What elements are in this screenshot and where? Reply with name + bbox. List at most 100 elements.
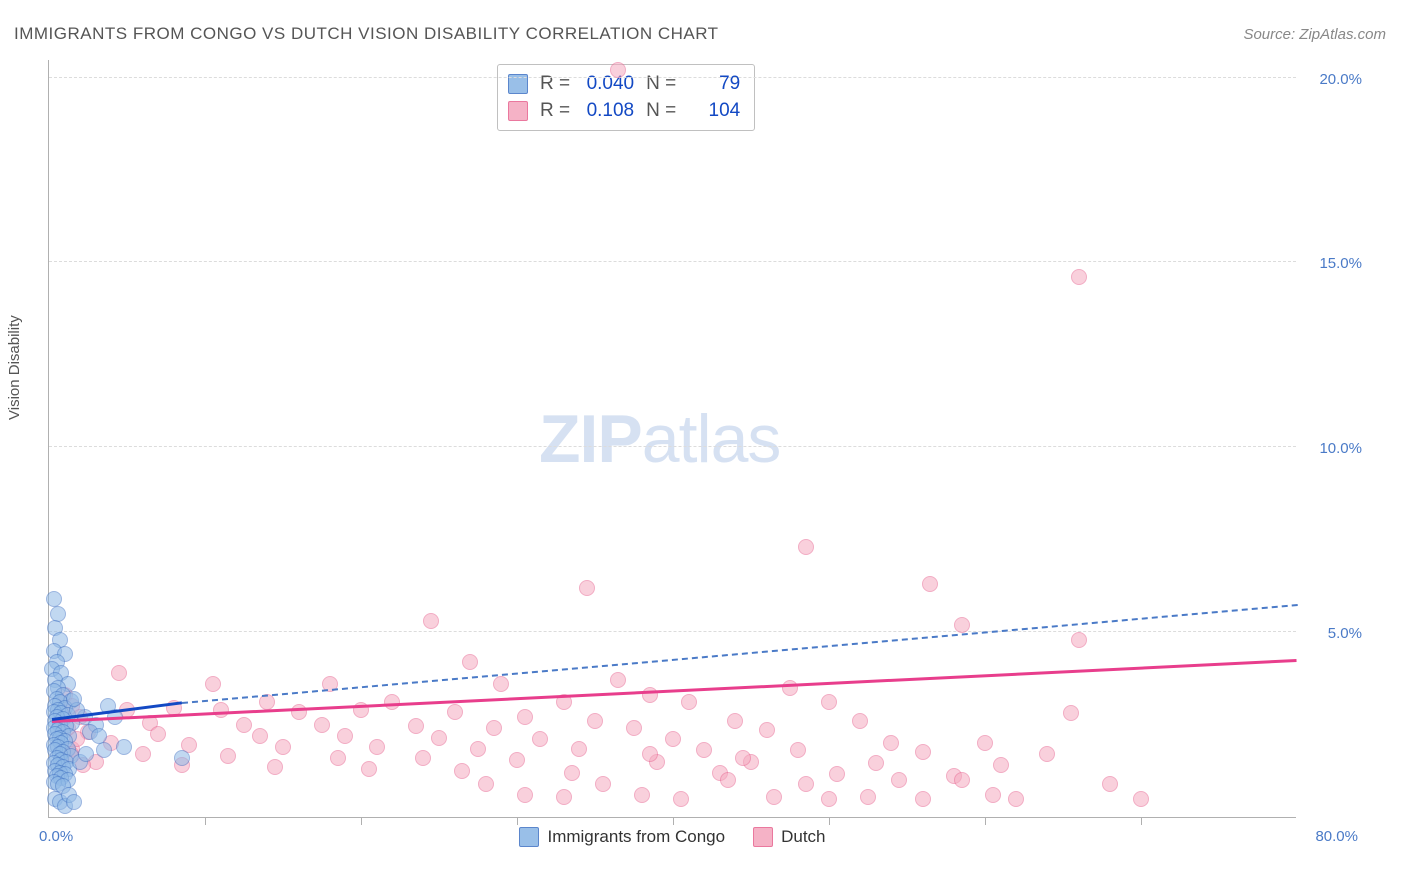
watermark: ZIPatlas	[539, 400, 780, 478]
dutch-point	[252, 728, 268, 744]
dutch-point	[681, 694, 697, 710]
dutch-point	[626, 720, 642, 736]
dutch-point	[408, 718, 424, 734]
legend-item: Dutch	[753, 827, 825, 847]
dutch-point	[883, 735, 899, 751]
dutch-point	[314, 717, 330, 733]
dutch-point	[829, 766, 845, 782]
dutch-point	[860, 789, 876, 805]
dutch-point	[915, 791, 931, 807]
dutch-point	[1133, 791, 1149, 807]
dutch-trend-line	[52, 659, 1297, 723]
dutch-point	[1102, 776, 1118, 792]
dutch-point	[766, 789, 782, 805]
x-tick	[1141, 817, 1142, 825]
legend-item: Immigrants from Congo	[519, 827, 725, 847]
dutch-point	[954, 617, 970, 633]
dutch-point	[220, 748, 236, 764]
dutch-point	[1008, 791, 1024, 807]
dutch-point	[291, 704, 307, 720]
dutch-r-value: 0.108	[578, 98, 634, 125]
congo-point	[46, 591, 62, 607]
dutch-point	[642, 687, 658, 703]
x-tick	[517, 817, 518, 825]
dutch-point	[821, 694, 837, 710]
dutch-point	[462, 654, 478, 670]
dutch-point	[798, 776, 814, 792]
dutch-point	[735, 750, 751, 766]
dutch-point	[369, 739, 385, 755]
x-tick	[205, 817, 206, 825]
grid-line	[49, 77, 1296, 78]
congo-point	[66, 794, 82, 810]
dutch-point	[673, 791, 689, 807]
dutch-point	[532, 731, 548, 747]
dutch-point	[111, 665, 127, 681]
dutch-point	[642, 746, 658, 762]
congo-point	[78, 746, 94, 762]
series-legend: Immigrants from Congo Dutch	[49, 827, 1296, 847]
dutch-point	[852, 713, 868, 729]
dutch-point	[727, 713, 743, 729]
dutch-point	[493, 676, 509, 692]
dutch-point	[454, 763, 470, 779]
n-label: N =	[646, 71, 676, 98]
x-tick	[985, 817, 986, 825]
dutch-point	[610, 672, 626, 688]
n-label: N =	[646, 98, 676, 125]
dutch-point	[798, 539, 814, 555]
dutch-series-label: Dutch	[781, 827, 825, 847]
r-label: R =	[540, 71, 570, 98]
dutch-point	[759, 722, 775, 738]
dutch-point	[1071, 632, 1087, 648]
dutch-point	[868, 755, 884, 771]
dutch-point	[556, 789, 572, 805]
dutch-point	[610, 62, 626, 78]
y-tick-label: 20.0%	[1319, 71, 1362, 88]
dutch-point	[415, 750, 431, 766]
dutch-point	[922, 576, 938, 592]
r-label: R =	[540, 98, 570, 125]
y-axis-label: Vision Disability	[6, 315, 23, 420]
dutch-point	[447, 704, 463, 720]
dutch-point	[782, 680, 798, 696]
dutch-point	[486, 720, 502, 736]
dutch-point	[361, 761, 377, 777]
dutch-point	[595, 776, 611, 792]
legend-row: R = 0.108 N = 104	[508, 98, 740, 125]
dutch-point	[509, 752, 525, 768]
y-tick-label: 10.0%	[1319, 440, 1362, 457]
dutch-n-value: 104	[684, 98, 740, 125]
congo-point	[66, 691, 82, 707]
dutch-point	[1071, 269, 1087, 285]
dutch-point	[915, 744, 931, 760]
y-tick-label: 5.0%	[1328, 625, 1362, 642]
dutch-point	[337, 728, 353, 744]
dutch-point	[267, 759, 283, 775]
congo-point	[91, 728, 107, 744]
dutch-point	[696, 742, 712, 758]
dutch-point	[275, 739, 291, 755]
dutch-point	[478, 776, 494, 792]
dutch-point	[993, 757, 1009, 773]
dutch-point	[330, 750, 346, 766]
correlation-legend: R = 0.040 N = 79 R = 0.108 N = 104	[497, 64, 755, 131]
dutch-point	[564, 765, 580, 781]
dutch-point	[1063, 705, 1079, 721]
watermark-bold: ZIP	[539, 401, 642, 477]
dutch-point	[891, 772, 907, 788]
congo-r-value: 0.040	[578, 71, 634, 98]
x-tick	[361, 817, 362, 825]
grid-line	[49, 261, 1296, 262]
dutch-point	[579, 580, 595, 596]
congo-swatch-icon	[519, 827, 539, 847]
x-axis-max-label: 80.0%	[1315, 828, 1358, 845]
congo-n-value: 79	[684, 71, 740, 98]
dutch-point	[720, 772, 736, 788]
dutch-point	[587, 713, 603, 729]
dutch-point	[517, 709, 533, 725]
dutch-point	[571, 741, 587, 757]
watermark-light: atlas	[642, 401, 781, 477]
dutch-point	[470, 741, 486, 757]
congo-series-label: Immigrants from Congo	[547, 827, 725, 847]
